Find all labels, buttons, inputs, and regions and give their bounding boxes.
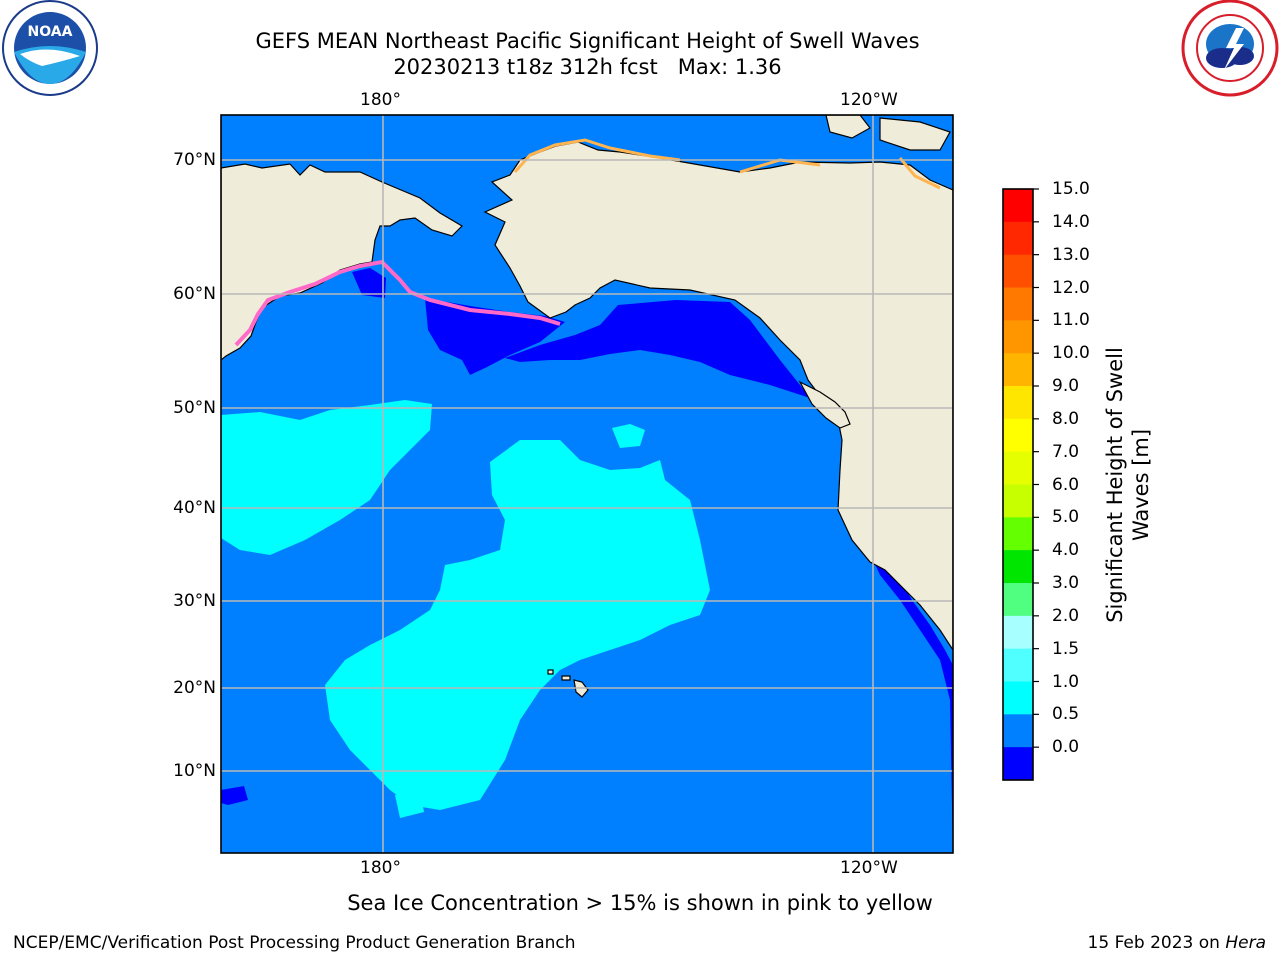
noaa-logo-text: NOAA: [28, 24, 73, 40]
footer-credit: NCEP/EMC/Verification Post Processing Pr…: [13, 933, 576, 953]
noaa-logo: NOAA: [2, 0, 98, 96]
colorbar-bin: [1003, 386, 1033, 420]
footer-date: 15 Feb 2023 on Hera: [1088, 932, 1266, 954]
colorbar-tick-label: 10.0: [1052, 343, 1090, 364]
chart-subtitle: 20230213 t18z 312h fcst Max: 1.36: [393, 55, 782, 79]
lon-label-bottom-120w: 120°W: [840, 858, 898, 878]
colorbar-bin: [1003, 681, 1033, 715]
colorbar-tick-label: 15.0: [1052, 179, 1090, 199]
colorbar-tick-label: 1.5: [1052, 638, 1080, 659]
colorbar-bin: [1003, 189, 1033, 223]
lon-label-bottom-180: 180°: [360, 858, 401, 878]
lat-label-20n: 20°N: [173, 678, 216, 698]
colorbar-bin: [1003, 648, 1033, 682]
colorbar-bin: [1003, 287, 1033, 321]
lat-label-60n: 60°N: [173, 284, 216, 304]
colorbar-bin: [1003, 353, 1033, 387]
footer-date-text: 15 Feb 2023 on: [1087, 933, 1226, 953]
colorbar-bin: [1003, 747, 1033, 781]
sea-ice-note: Sea Ice Concentration > 15% is shown in …: [347, 891, 933, 915]
footer-host: Hera: [1225, 933, 1266, 953]
lat-label-50n: 50°N: [173, 398, 216, 418]
colorbar-tick-label: 8.0: [1052, 408, 1080, 429]
colorbar-tick-label: 9.0: [1052, 376, 1080, 396]
lat-label-40n: 40°N: [173, 498, 216, 518]
colorbar-tick-label: 2.0: [1052, 605, 1080, 626]
lat-label-70n: 70°N: [173, 150, 216, 170]
swell-1.0-1.5-region: [221, 400, 710, 818]
lat-label-10n: 10°N: [173, 761, 216, 781]
colorbar-bin: [1003, 221, 1033, 256]
lon-label-top-120w: 120°W: [840, 90, 898, 110]
colorbar-tick-label: 4.0: [1052, 540, 1080, 561]
colorbar-bin: [1003, 484, 1033, 518]
colorbar-title: Significant Height of Swell Waves [m]: [1103, 347, 1153, 623]
colorbar-tick-label: 1.0: [1052, 671, 1080, 692]
chart-title: GEFS MEAN Northeast Pacific Significant …: [255, 29, 920, 53]
lat-label-30n: 30°N: [173, 591, 216, 611]
colorbar-bin: [1003, 517, 1033, 551]
colorbar-tick-label: 13.0: [1052, 244, 1090, 265]
colorbar: [1002, 188, 1039, 781]
colorbar-tick-label: 3.0: [1052, 573, 1080, 593]
colorbar-tick-label: 14.0: [1052, 211, 1090, 232]
colorbar-bin: [1003, 320, 1033, 354]
colorbar-bin: [1003, 550, 1033, 584]
colorbar-tick-label: 5.0: [1052, 507, 1080, 528]
colorbar-tick-label: 12.0: [1052, 277, 1090, 298]
colorbar-tick-label: 0.5: [1052, 704, 1080, 725]
colorbar-tick-label: 0.0: [1052, 737, 1080, 758]
sea-ice-edge: [234, 259, 561, 347]
colorbar-bin: [1003, 615, 1033, 650]
colorbar-bin: [1003, 254, 1033, 288]
colorbar-tick-label: 6.0: [1052, 474, 1080, 495]
colorbar-tick-label: 7.0: [1052, 441, 1080, 462]
lon-label-top-180: 180°: [360, 90, 401, 110]
colorbar-bin: [1003, 714, 1033, 748]
colorbar-tick-label: 11.0: [1052, 310, 1090, 331]
graticule: [221, 115, 953, 853]
nws-logo: [1181, 0, 1279, 97]
colorbar-bin: [1003, 418, 1033, 453]
colorbar-bin: [1003, 583, 1033, 617]
map-frame: [220, 114, 954, 854]
colorbar-bin: [1003, 451, 1033, 485]
map-area: [221, 115, 953, 853]
